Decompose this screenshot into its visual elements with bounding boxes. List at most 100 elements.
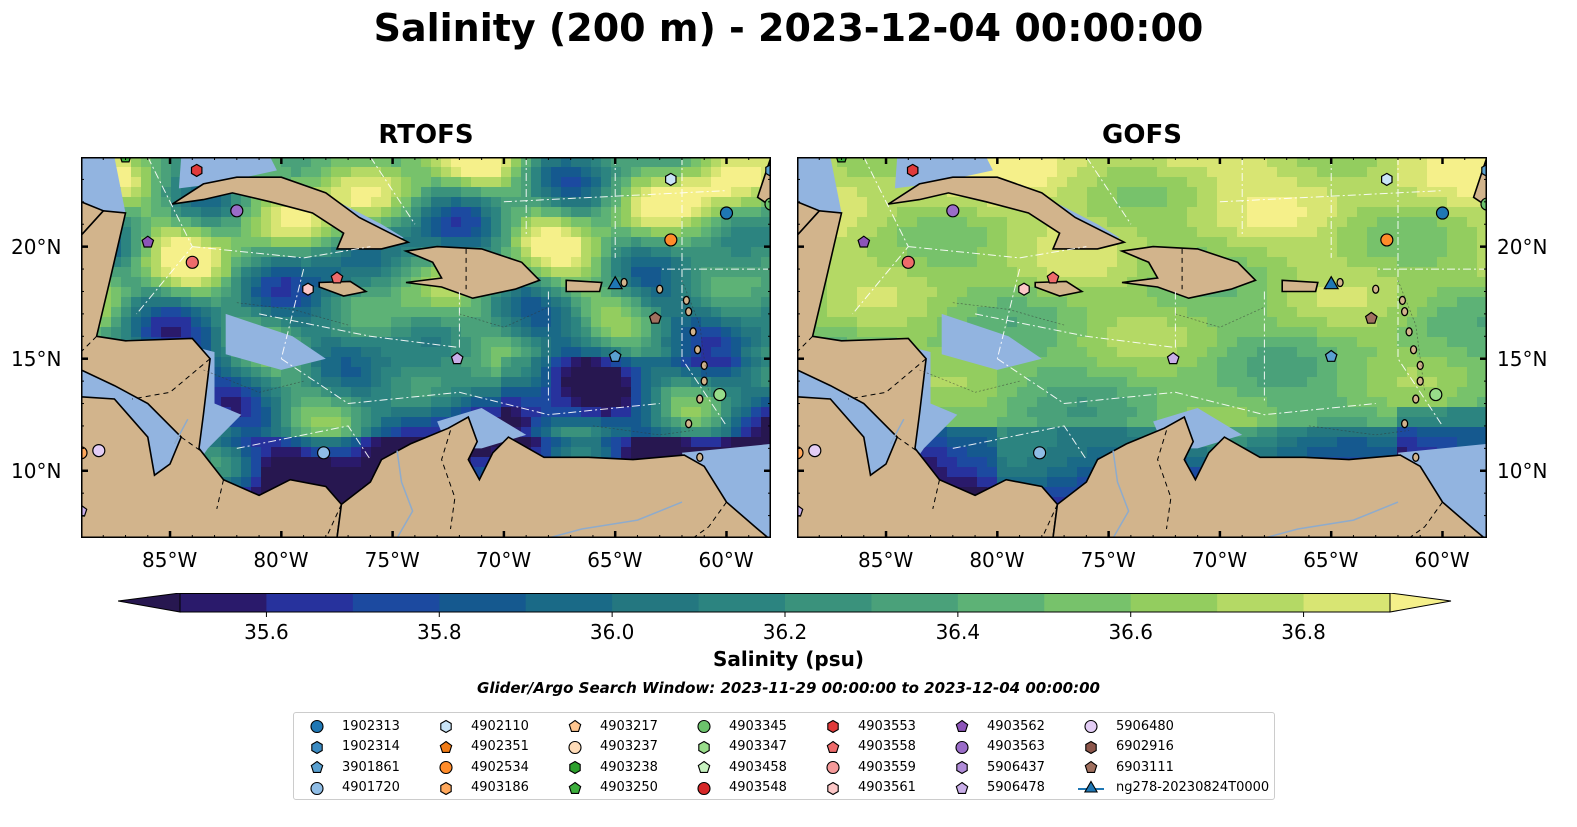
float-marker [1166, 351, 1180, 365]
colorbar-segment [785, 593, 872, 612]
legend-label: 4903250 [600, 780, 658, 795]
legend-marker [956, 760, 968, 775]
lat-tick-label: 15°N [1497, 346, 1548, 371]
salinity-colorbar [118, 593, 1452, 617]
country-borders [797, 248, 1443, 538]
legend-marker [568, 740, 582, 754]
colorbar-segment [1303, 593, 1391, 612]
legend-marker [569, 760, 581, 775]
colorbar-segment [1044, 593, 1132, 612]
legend-marker [698, 740, 710, 754]
legend-item: 4902534 [433, 757, 529, 777]
land [81, 157, 771, 538]
legend-item: 4903186 [433, 778, 529, 798]
lon-tick-label: 80°W [253, 548, 309, 572]
float-marker [1364, 311, 1378, 324]
figure-title: Salinity (200 m) - 2023-12-04 00:00:00 [373, 6, 1204, 50]
land-central-america [81, 209, 343, 538]
legend-marker [311, 740, 323, 754]
legend-marker [826, 740, 840, 753]
colorbar-segment [698, 593, 786, 612]
legend-label: 3901861 [342, 759, 400, 775]
glider-marker [607, 275, 624, 290]
legend-item: 4903563 [949, 737, 1045, 757]
legend-label: 4903558 [858, 739, 916, 754]
lon-tick-label: 85°W [142, 548, 198, 572]
colorbar-segment [439, 593, 527, 612]
legend-label: 4903217 [600, 718, 658, 734]
legend-label: 4903238 [600, 759, 658, 775]
float-marker [1435, 206, 1450, 220]
legend-item: 4903250 [562, 778, 658, 798]
legend-marker [697, 781, 711, 795]
legend-item: 4902351 [433, 737, 529, 757]
float-marker [330, 271, 344, 284]
float-marker [1046, 271, 1060, 284]
colorbar-segment [1217, 593, 1305, 612]
legend-item: ng278-20230824T0000 [1078, 778, 1269, 798]
legend-label: 4902110 [471, 718, 529, 734]
float-marker [946, 204, 960, 218]
float-marker [92, 443, 106, 458]
land-south-america [336, 415, 771, 538]
legend-label: 4903186 [471, 780, 529, 795]
lon-tick-label: 80°W [969, 548, 1025, 572]
lesser-antilles [620, 277, 708, 462]
legend-item: 4903553 [820, 716, 916, 736]
legend-marker [440, 719, 452, 734]
legend-label: 4903553 [858, 718, 916, 734]
legend-marker [955, 719, 969, 732]
lon-tick-label: 75°W [1080, 548, 1136, 572]
legend-item: 3901861 [304, 757, 400, 777]
float-marker [190, 163, 203, 178]
float-marker [1324, 349, 1338, 362]
legend-item: 4903548 [691, 778, 787, 798]
land-puerto-rico [565, 279, 603, 293]
country-borders [81, 248, 727, 538]
search-window-note: Glider/Argo Search Window: 2023-11-29 00… [477, 679, 1100, 697]
legend-item: 4903345 [691, 716, 787, 736]
legend-label: 4903559 [858, 759, 916, 775]
legend-marker [440, 781, 452, 795]
legend-marker [697, 719, 711, 734]
lon-tick-label: 60°W [698, 548, 754, 572]
colorbar-segment [871, 593, 959, 612]
colorbar-under-arrow [118, 593, 181, 613]
lat-tick-label: 10°N [11, 458, 62, 483]
land-cuba [887, 176, 1127, 250]
eez-boundaries [852, 157, 1487, 460]
legend-label: ng278-20230824T0000 [1116, 780, 1270, 795]
colorbar-tick-label: 36.6 [1108, 620, 1153, 644]
glider-marker [1323, 275, 1340, 290]
colorbar-segment [352, 593, 440, 612]
colorbar-tick-label: 35.8 [417, 620, 462, 644]
legend-item: 4903561 [820, 778, 916, 798]
legend-marker [310, 719, 324, 734]
lon-tick-label: 70°W [1191, 548, 1248, 572]
legend-marker [1084, 719, 1098, 734]
float-markers [797, 157, 1487, 517]
float-marker [1033, 446, 1047, 460]
legend-item: 5906480 [1078, 716, 1174, 736]
legend-marker [439, 760, 453, 775]
legend-marker [955, 740, 969, 754]
legend-label: 4903458 [729, 759, 787, 775]
legend-item: 4903558 [820, 737, 916, 757]
float-marker [1380, 172, 1393, 187]
legend-item: 1902314 [304, 737, 400, 757]
bathymetry-contours [203, 280, 710, 436]
float-marker [664, 172, 677, 187]
legend-marker [568, 781, 582, 794]
float-marker [901, 255, 915, 269]
legend-item: 4903237 [562, 737, 658, 757]
panel-title-rtofs: RTOFS [378, 120, 474, 150]
float-marker [648, 311, 662, 324]
float-marker [906, 163, 919, 178]
legend-item: 4903347 [691, 737, 787, 757]
legend-label: 4903563 [987, 739, 1045, 754]
colorbar-segment [1130, 593, 1218, 612]
legend-label: 4903561 [858, 780, 916, 795]
legend-marker [1078, 779, 1104, 793]
float-marker [719, 206, 734, 220]
legend-item: 4901720 [304, 778, 400, 798]
